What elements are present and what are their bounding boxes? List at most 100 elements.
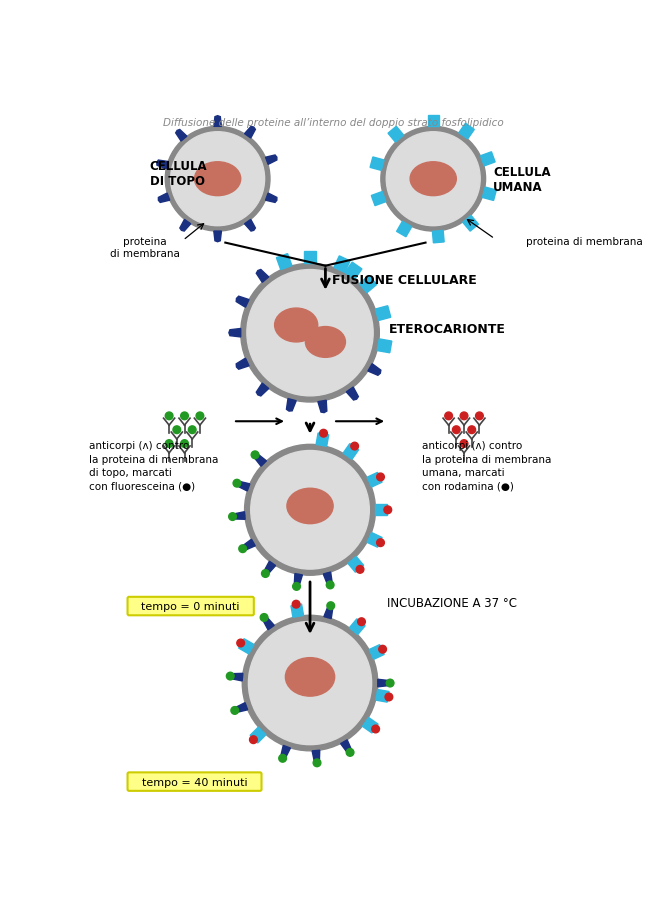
Polygon shape [176, 130, 187, 142]
Circle shape [165, 127, 270, 232]
Circle shape [476, 413, 484, 420]
Polygon shape [265, 562, 276, 573]
Polygon shape [250, 727, 266, 743]
Polygon shape [291, 605, 304, 618]
Polygon shape [236, 358, 249, 369]
Circle shape [445, 413, 452, 420]
Text: FUSIONE CELLULARE: FUSIONE CELLULARE [332, 274, 476, 287]
Polygon shape [334, 256, 350, 273]
Polygon shape [428, 116, 439, 127]
Polygon shape [432, 232, 444, 244]
Polygon shape [371, 192, 386, 207]
Text: CELLULA
UMANA: CELLULA UMANA [493, 165, 551, 194]
Circle shape [379, 646, 387, 653]
Circle shape [460, 440, 468, 448]
Circle shape [171, 132, 265, 226]
Polygon shape [312, 751, 320, 761]
Circle shape [386, 132, 480, 226]
Circle shape [327, 602, 335, 610]
Circle shape [261, 570, 269, 578]
Polygon shape [359, 276, 376, 293]
Polygon shape [281, 745, 291, 757]
Polygon shape [378, 679, 389, 687]
Polygon shape [244, 127, 255, 139]
Polygon shape [294, 574, 302, 585]
Ellipse shape [287, 489, 333, 524]
Ellipse shape [410, 163, 456, 197]
Text: proteina di membrana: proteina di membrana [526, 237, 642, 247]
Polygon shape [159, 194, 170, 203]
Circle shape [242, 616, 378, 751]
Polygon shape [463, 216, 478, 232]
Polygon shape [376, 306, 391, 321]
Circle shape [181, 413, 188, 420]
Polygon shape [157, 161, 168, 170]
Circle shape [376, 473, 384, 482]
Circle shape [326, 582, 334, 589]
Circle shape [165, 413, 173, 420]
Polygon shape [345, 263, 362, 280]
Polygon shape [256, 270, 268, 283]
Polygon shape [370, 158, 384, 171]
Polygon shape [265, 156, 277, 165]
Polygon shape [239, 639, 254, 654]
Polygon shape [348, 557, 363, 573]
Text: tempo = 40 minuti: tempo = 40 minuti [142, 777, 248, 787]
Circle shape [181, 440, 188, 448]
Polygon shape [368, 364, 381, 376]
Polygon shape [236, 297, 249, 308]
Text: CELLULA
DI TOPO: CELLULA DI TOPO [150, 160, 207, 188]
Circle shape [233, 480, 240, 487]
Polygon shape [482, 187, 497, 201]
Polygon shape [229, 329, 240, 337]
Circle shape [386, 679, 394, 687]
Circle shape [351, 443, 359, 450]
Circle shape [248, 622, 372, 744]
Circle shape [320, 430, 328, 437]
Circle shape [381, 127, 486, 232]
Circle shape [229, 513, 237, 521]
Polygon shape [388, 127, 404, 142]
Ellipse shape [274, 309, 318, 343]
Polygon shape [304, 252, 316, 264]
Circle shape [239, 545, 246, 553]
Text: Diffusione delle proteine all’interno del doppio strato fosfolipidico: Diffusione delle proteine all’interno de… [162, 118, 504, 128]
FancyBboxPatch shape [127, 773, 261, 791]
Polygon shape [237, 703, 248, 712]
Polygon shape [265, 194, 277, 203]
Text: ETEROCARIONTE: ETEROCARIONTE [389, 323, 506, 336]
Polygon shape [263, 618, 274, 630]
Polygon shape [367, 533, 382, 548]
Circle shape [385, 693, 393, 701]
Ellipse shape [194, 163, 240, 197]
Polygon shape [244, 221, 255, 232]
Polygon shape [214, 117, 222, 127]
Circle shape [292, 583, 300, 591]
Circle shape [196, 413, 203, 420]
Polygon shape [367, 473, 382, 487]
Circle shape [231, 707, 239, 714]
Circle shape [165, 440, 173, 448]
Polygon shape [256, 383, 268, 396]
Circle shape [452, 426, 460, 434]
Circle shape [468, 426, 476, 434]
Circle shape [384, 506, 392, 514]
Polygon shape [369, 645, 384, 660]
FancyBboxPatch shape [127, 597, 254, 616]
Circle shape [188, 426, 196, 434]
Polygon shape [239, 482, 250, 492]
Polygon shape [214, 232, 222, 243]
Circle shape [226, 673, 234, 680]
Polygon shape [341, 740, 351, 752]
Polygon shape [350, 619, 365, 635]
Polygon shape [346, 388, 358, 401]
Circle shape [372, 725, 380, 733]
Polygon shape [376, 690, 389, 702]
Circle shape [247, 270, 373, 396]
Circle shape [356, 566, 364, 573]
Polygon shape [343, 444, 359, 460]
Circle shape [346, 749, 354, 756]
Circle shape [279, 754, 287, 763]
Polygon shape [363, 718, 378, 733]
Circle shape [313, 759, 321, 766]
